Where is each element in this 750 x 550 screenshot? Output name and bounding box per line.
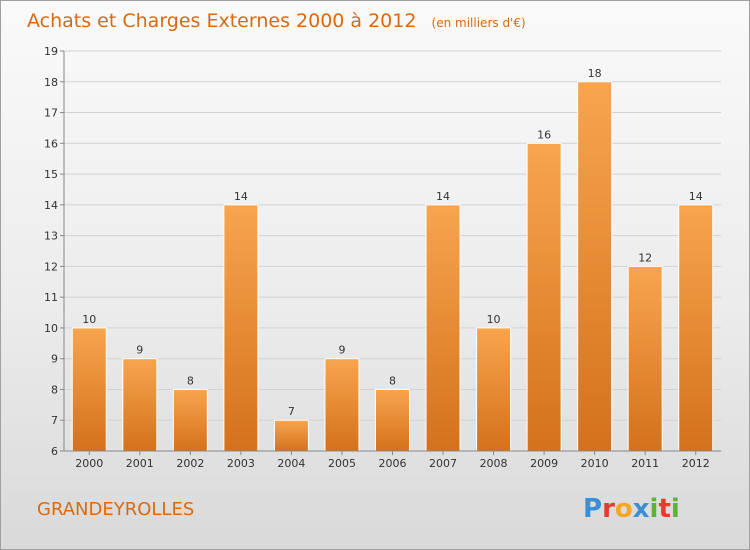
chart-title-unit: (en milliers d'€) xyxy=(432,16,526,30)
data-label: 14 xyxy=(436,190,450,203)
bar-2001 xyxy=(122,358,158,452)
y-tick-label: 6 xyxy=(51,445,58,458)
data-label: 7 xyxy=(288,405,295,418)
x-tick-label: 2012 xyxy=(682,457,710,470)
bar-2000 xyxy=(71,327,107,452)
x-tick-label: 2007 xyxy=(429,457,457,470)
data-label: 10 xyxy=(487,313,501,326)
y-tick-label: 15 xyxy=(44,168,58,181)
y-tick-label: 7 xyxy=(51,414,58,427)
data-label: 8 xyxy=(187,374,194,387)
data-label: 16 xyxy=(537,128,551,141)
x-tick-label: 2001 xyxy=(126,457,154,470)
y-tick-label: 10 xyxy=(44,322,58,335)
x-tick-label: 2005 xyxy=(328,457,356,470)
data-label: 12 xyxy=(638,251,652,264)
logo-text: Proxiti xyxy=(583,494,680,524)
y-tick-label: 18 xyxy=(44,76,58,89)
bars: 10 9 8 14 7 9 8 14 10 16 18 12 14 xyxy=(71,67,714,452)
bar-2005 xyxy=(324,358,360,452)
bar-2002 xyxy=(172,388,208,452)
place-name: GRANDEYROLLES xyxy=(37,499,194,520)
x-axis: 2000 2001 2002 2003 2004 2005 2006 2007 2008 2009… xyxy=(64,450,721,470)
bar-2004 xyxy=(273,419,309,452)
chart-title: Achats et Charges Externes 2000 à 2012 (… xyxy=(27,10,526,32)
x-tick-label: 2010 xyxy=(581,457,609,470)
y-tick-label: 11 xyxy=(44,291,58,304)
bar-2003 xyxy=(223,204,259,452)
data-label: 14 xyxy=(689,190,703,203)
y-tick-label: 12 xyxy=(44,260,58,273)
x-tick-label: 2008 xyxy=(480,457,508,470)
y-tick-label: 13 xyxy=(44,230,58,243)
data-label: 9 xyxy=(136,344,143,357)
data-label: 10 xyxy=(82,313,96,326)
y-tick-label: 16 xyxy=(44,137,58,150)
x-tick-label: 2011 xyxy=(631,457,659,470)
bar-2011 xyxy=(627,265,663,452)
y-tick-label: 8 xyxy=(51,383,58,396)
bar-2008 xyxy=(476,327,512,452)
x-tick-label: 2000 xyxy=(75,457,103,470)
bar-2012 xyxy=(678,204,714,452)
data-label: 14 xyxy=(234,190,248,203)
bar-2006 xyxy=(375,388,410,452)
bar-2010 xyxy=(577,81,613,452)
y-axis: 6 7 8 9 10 11 12 13 14 15 16 17 18 19 xyxy=(44,45,65,458)
bar-2007 xyxy=(425,204,461,452)
x-tick-label: 2002 xyxy=(176,457,204,470)
proxiti-logo: Proxiti xyxy=(583,494,680,524)
chart-title-main: Achats et Charges Externes 2000 à 2012 xyxy=(27,10,416,32)
data-label: 18 xyxy=(588,67,602,80)
data-label: 8 xyxy=(389,374,396,387)
y-tick-label: 9 xyxy=(51,353,58,366)
y-tick-label: 17 xyxy=(44,107,58,120)
bar-2009 xyxy=(526,142,562,452)
x-tick-label: 2009 xyxy=(530,457,558,470)
y-tick-label: 19 xyxy=(44,45,58,58)
x-tick-label: 2006 xyxy=(379,457,407,470)
x-tick-label: 2004 xyxy=(277,457,305,470)
y-tick-label: 14 xyxy=(44,199,58,212)
x-tick-label: 2003 xyxy=(227,457,255,470)
data-label: 9 xyxy=(338,344,345,357)
